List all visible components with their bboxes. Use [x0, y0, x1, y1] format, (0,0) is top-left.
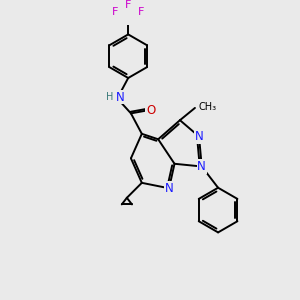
Text: N: N — [195, 130, 203, 143]
Text: N: N — [165, 182, 173, 195]
Text: F: F — [138, 7, 145, 17]
Text: N: N — [197, 160, 206, 173]
Text: F: F — [112, 7, 118, 17]
Text: N: N — [195, 130, 203, 143]
Text: N: N — [165, 182, 173, 195]
Text: N: N — [197, 160, 206, 173]
Text: CH₃: CH₃ — [198, 102, 216, 112]
Text: N: N — [116, 91, 124, 103]
Text: O: O — [146, 104, 155, 117]
Text: H: H — [106, 92, 113, 102]
Text: F: F — [125, 0, 131, 10]
